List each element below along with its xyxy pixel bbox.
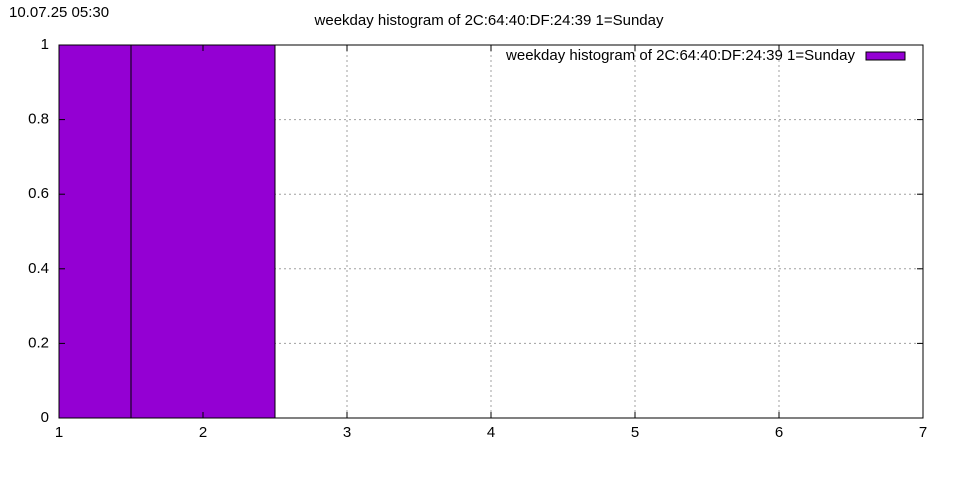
axes: 0 0.2 0.4 0.6 0.8 1 1 2 3 4 5 6 7 weekday histogram o…: [28, 36, 927, 441]
legend-swatch: [865, 51, 906, 61]
x-tick-label: 6: [775, 424, 783, 441]
y-tick-label: 0.8: [28, 111, 49, 128]
y-tick-label: 0.6: [28, 185, 49, 202]
y-tick-label: 1: [41, 36, 49, 53]
timestamp: 10.07.25 05:30: [9, 4, 109, 21]
y-tick-label: 0: [41, 409, 49, 426]
x-tick-label: 1: [55, 424, 63, 441]
legend-label: weekday histogram of 2C:64:40:DF:24:39 1…: [505, 47, 855, 64]
x-tick-label: 4: [487, 424, 495, 441]
x-tick-label: 5: [631, 424, 639, 441]
plot-border: [58, 44, 924, 419]
bar: [130, 45, 276, 418]
y-tick-label: 0.4: [28, 260, 49, 277]
x-tick-label: 2: [199, 424, 207, 441]
x-tick-label: 7: [919, 424, 927, 441]
bars: [59, 45, 276, 418]
bar: [59, 45, 132, 418]
y-tick-label: 0.2: [28, 334, 49, 351]
chart-title: weekday histogram of 2C:64:40:DF:24:39 1…: [314, 12, 664, 29]
x-tick-label: 3: [343, 424, 351, 441]
